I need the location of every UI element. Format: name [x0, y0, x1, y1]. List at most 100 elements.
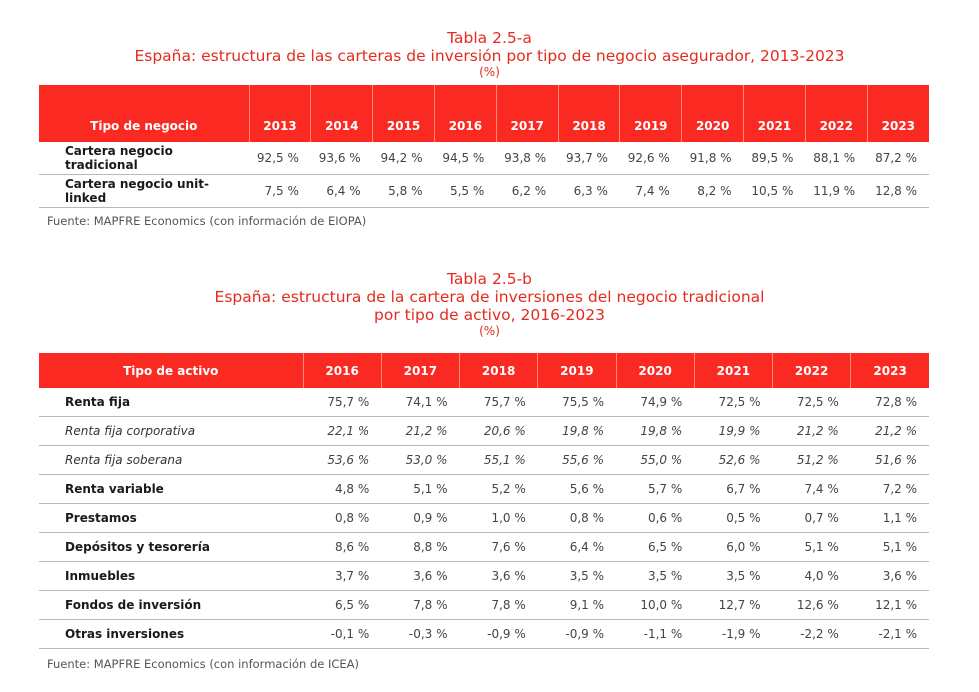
value-cell: 10,0 %: [616, 590, 695, 620]
value-cell: 0,8 %: [303, 503, 382, 533]
table-a-header-label: Tipo de negocio: [39, 85, 250, 142]
year-header: 2020: [681, 85, 744, 142]
table-b-subtitle-line1: España: estructura de la cartera de inve…: [214, 288, 765, 306]
year-header: 2015: [372, 85, 435, 142]
table-a: Tipo de negocio 2013 2014 2015 2016 2017 2018 2…: [39, 85, 929, 208]
table-b-header-label: Tipo de activo: [39, 353, 303, 388]
value-cell: 12,1 %: [850, 590, 929, 620]
value-cell: 10,5 %: [743, 174, 806, 208]
value-cell: 72,5 %: [694, 388, 773, 417]
value-cell: 19,9 %: [694, 416, 773, 446]
value-cell: 3,5 %: [537, 561, 616, 591]
table-row: Renta fija 75,7 % 74,1 % 75,7 % 75,5 % 74,9 %…: [39, 388, 929, 417]
value-cell: 5,7 %: [616, 474, 695, 504]
value-cell: 6,5 %: [303, 590, 382, 620]
row-label: Prestamos: [39, 503, 303, 533]
table-a-source: Fuente: MAPFRE Economics (con informació…: [47, 214, 367, 228]
value-cell: 52,6 %: [694, 445, 773, 475]
year-header: 2013: [248, 85, 311, 142]
year-header: 2018: [458, 353, 538, 388]
row-label: Cartera negocio tradicional: [39, 142, 250, 175]
value-cell: 3,6 %: [381, 561, 460, 591]
value-cell: 55,1 %: [459, 445, 538, 475]
value-cell: 3,6 %: [459, 561, 538, 591]
value-cell: -2,2 %: [772, 619, 851, 649]
value-cell: 51,2 %: [772, 445, 851, 475]
value-cell: 5,6 %: [537, 474, 616, 504]
value-cell: 53,6 %: [303, 445, 382, 475]
value-cell: 88,1 %: [805, 142, 868, 175]
value-cell: 7,6 %: [459, 532, 538, 562]
table-b-title-block: Tabla 2.5-b España: estructura de la car…: [0, 270, 979, 338]
value-cell: 5,1 %: [381, 474, 460, 504]
row-label: Otras inversiones: [39, 619, 303, 649]
value-cell: 3,5 %: [694, 561, 773, 591]
value-cell: 19,8 %: [616, 416, 695, 446]
table-subrow: Renta fija soberana 53,6 % 53,0 % 55,1 % 55,…: [39, 445, 929, 475]
row-label: Depósitos y tesorería: [39, 532, 303, 562]
value-cell: 8,6 %: [303, 532, 382, 562]
value-cell: 3,7 %: [303, 561, 382, 591]
value-cell: 72,8 %: [850, 388, 929, 417]
value-cell: 8,2 %: [681, 174, 744, 208]
value-cell: 12,6 %: [772, 590, 851, 620]
value-cell: 20,6 %: [459, 416, 538, 446]
table-a-unit: (%): [479, 65, 500, 79]
table-b-subtitle-line2: por tipo de activo, 2016-2023: [374, 306, 605, 324]
value-cell: 75,5 %: [537, 388, 616, 417]
table-row: Inmuebles 3,7 % 3,6 % 3,6 % 3,5 % 3,5 % 3,5 % 4…: [39, 561, 929, 591]
value-cell: 3,5 %: [616, 561, 695, 591]
year-header: 2019: [619, 85, 682, 142]
value-cell: 19,8 %: [537, 416, 616, 446]
year-header: 2016: [433, 85, 497, 142]
row-label: Inmuebles: [39, 561, 303, 591]
table-a-subtitle: España: estructura de las carteras de in…: [134, 47, 845, 65]
year-header: 2017: [495, 85, 559, 142]
table-row: Prestamos 0,8 % 0,9 % 1,0 % 0,8 % 0,6 % 0,5 % 0…: [39, 503, 929, 533]
row-label: Renta fija soberana: [39, 445, 303, 475]
table-row: Fondos de inversión 6,5 % 7,8 % 7,8 % 9,1 % 1…: [39, 590, 929, 620]
year-header: 2018: [557, 85, 620, 142]
value-cell: 8,8 %: [381, 532, 460, 562]
year-header: 2019: [537, 353, 616, 388]
year-header: 2014: [310, 85, 373, 142]
value-cell: 9,1 %: [537, 590, 616, 620]
value-cell: 5,1 %: [850, 532, 929, 562]
table-subrow: Renta fija corporativa 22,1 % 21,2 % 20,6 %…: [39, 416, 929, 446]
value-cell: 93,7 %: [558, 142, 620, 175]
value-cell: 91,8 %: [681, 142, 744, 175]
value-cell: 0,7 %: [772, 503, 851, 533]
table-row: Cartera negocio tradicional 92,5 % 93,6 % 9…: [39, 142, 929, 175]
value-cell: 75,7 %: [303, 388, 382, 417]
value-cell: 21,2 %: [772, 416, 851, 446]
value-cell: 5,1 %: [772, 532, 851, 562]
value-cell: 87,2 %: [867, 142, 929, 175]
value-cell: 72,5 %: [772, 388, 851, 417]
year-header: 2023: [866, 85, 929, 142]
row-label: Renta variable: [39, 474, 303, 504]
value-cell: -2,1 %: [850, 619, 929, 649]
table-b-header-row: Tipo de activo 2016 2017 2018 2019 2020 2021 20…: [39, 353, 929, 388]
value-cell: 6,5 %: [616, 532, 695, 562]
year-header: 2020: [615, 353, 695, 388]
value-cell: 55,0 %: [616, 445, 695, 475]
value-cell: -0,1 %: [303, 619, 382, 649]
value-cell: 0,5 %: [694, 503, 773, 533]
value-cell: 21,2 %: [850, 416, 929, 446]
year-header: 2021: [693, 353, 773, 388]
value-cell: -0,3 %: [381, 619, 460, 649]
value-cell: 7,8 %: [381, 590, 460, 620]
table-a-number: Tabla 2.5-a: [447, 29, 532, 47]
value-cell: 7,4 %: [772, 474, 851, 504]
value-cell: 94,5 %: [434, 142, 497, 175]
row-label: Cartera negocio unit-linked: [39, 174, 250, 208]
value-cell: 7,2 %: [850, 474, 929, 504]
value-cell: 6,0 %: [694, 532, 773, 562]
value-cell: 12,8 %: [867, 174, 929, 208]
table-row: Depósitos y tesorería 8,6 % 8,8 % 7,6 % 6,4 …: [39, 532, 929, 562]
value-cell: 0,9 %: [381, 503, 460, 533]
value-cell: 89,5 %: [743, 142, 806, 175]
value-cell: 4,8 %: [303, 474, 382, 504]
table-b-unit: (%): [479, 324, 500, 338]
value-cell: 0,6 %: [616, 503, 695, 533]
